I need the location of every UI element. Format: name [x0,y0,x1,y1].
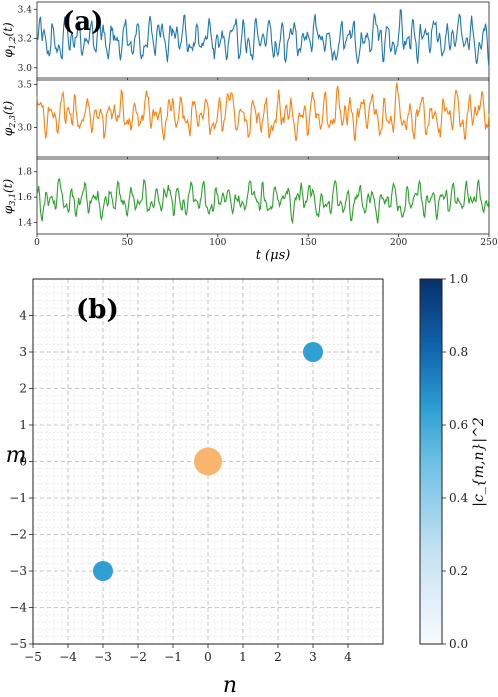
panel-a-x-axis-label: t (μs) [256,248,291,263]
series-line-2 [36,82,490,142]
x-tick-label: 150 [300,238,317,248]
colorbar-tick-label: 0.2 [449,564,468,578]
x-tick-label: 1 [239,650,247,664]
panel-b-label: (b) [76,295,119,325]
x-tick-label: −1 [164,650,182,664]
y-tick-label: 1.6 [18,193,33,203]
x-tick-label: 0 [34,238,40,248]
y-tick-label: 3 [19,345,27,359]
x-tick-label: 100 [209,238,226,248]
x-tick-label: −5 [24,650,42,664]
panel-a-x-ticks: 0 50 100 150 200 250 [34,238,498,248]
data-point [303,342,323,362]
y-tick-label: 3.4 [18,5,33,15]
y-tick-label: −1 [9,491,27,505]
x-tick-label: 4 [344,650,352,664]
colorbar-tick-label: 0.4 [449,491,468,505]
colorbar-tick-label: 0.8 [449,345,468,359]
y-tick-label: 4 [19,309,27,323]
y-tick-label: 1.4 [18,219,33,229]
data-point [93,561,113,581]
x-tick-label: 0 [204,650,212,664]
series-line-1 [36,9,490,68]
x-tick-label: 50 [122,238,134,248]
colorbar [419,278,443,645]
colorbar-ticks: 0.0 0.2 0.4 0.6 0.8 1.0 [442,272,468,651]
panel-b-ticks: −5 −4 −3 −2 −1 0 1 2 3 4 −5 −4 −3 −2 −1 0 1 2 3 4 [9,309,352,665]
y-tick-label: 3.0 [18,64,33,74]
panel-a-label: (a) [62,7,103,37]
x-tick-label: 3 [309,650,317,664]
y-tick-label: 2 [19,382,27,396]
panel-b-x-axis-label: n [223,673,237,697]
y-tick-label: −5 [9,637,27,651]
y-tick-label: −3 [9,564,27,578]
y-tick-label: 0 [19,455,27,469]
data-point [194,447,222,476]
x-tick-label: −3 [94,650,112,664]
y-tick-label: 3.0 [18,124,33,134]
subplot-1: 3.0 3.2 3.4φ1,2(t) [1,1,490,81]
x-tick-label: 250 [480,238,497,248]
subplot-y-axis-label: φ3,1(t) [1,179,17,215]
panel-b-grid [33,279,383,644]
colorbar-label: |c_{m,n}|^2 [471,417,487,507]
subplot-y-axis-label: φ1,2(t) [1,22,17,58]
series-line-3 [36,178,490,225]
y-tick-label: 1.8 [18,168,33,178]
x-tick-label: −4 [59,650,77,664]
x-tick-label: 2 [274,650,282,664]
panel-b: −5 −4 −3 −2 −1 0 1 2 3 4 −5 −4 −3 −2 −1 0 1 2 3 4 (b) n m 0… [6,272,487,697]
subplot-3: 1.4 1.6 1.8φ3,1(t) [1,158,490,237]
colorbar-tick-label: 0.6 [449,418,468,432]
panel-a: 3.03.23.4φ1,2(t)3.03.5φ2,3(t)1.41.61.8φ3… [1,1,498,263]
panel-b-y-axis-label: m [6,443,27,468]
y-tick-label: 3.5 [18,80,33,90]
colorbar-tick-label: 1.0 [449,272,468,286]
subplot-y-axis-label: φ2,3(t) [1,101,17,137]
y-tick-label: −4 [9,601,27,615]
colorbar-tick-label: 0.0 [449,637,468,651]
x-tick-label: 200 [390,238,407,248]
subplot-frame [36,1,490,79]
y-tick-label: 1 [19,418,27,432]
y-tick-label: 3.2 [18,35,32,45]
panel-b-points [93,342,323,581]
x-tick-label: −2 [129,650,147,664]
subplot-2: 3.0 3.5 φ2,3(t) [1,79,490,160]
y-tick-label: −2 [9,528,27,542]
